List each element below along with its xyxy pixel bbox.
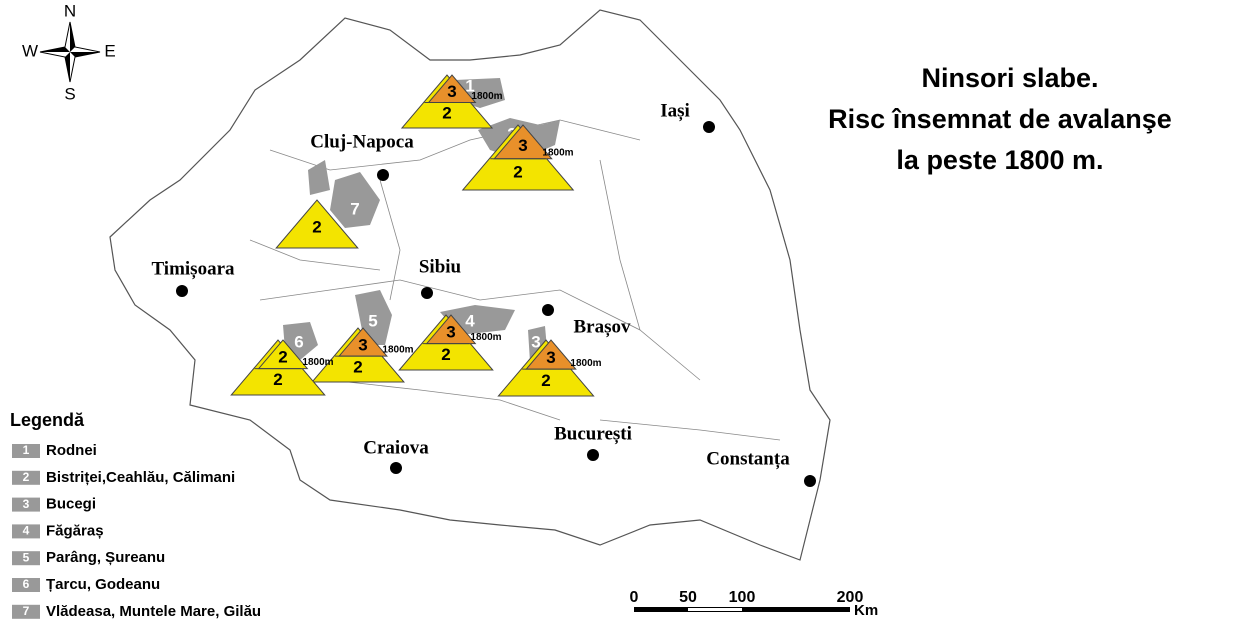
risk-upper-label: 2 — [278, 348, 287, 367]
legend-swatch — [12, 444, 40, 458]
massif-number: 1 — [465, 76, 474, 95]
city-label: Brașov — [574, 316, 632, 337]
legend-number: 7 — [23, 604, 30, 618]
altitude-label: 1800m — [470, 332, 501, 343]
legend-swatch — [12, 551, 40, 566]
compass-w: W — [22, 41, 38, 60]
city-dot — [542, 304, 554, 316]
legend-number: 5 — [23, 550, 30, 564]
legend-number: 1 — [23, 443, 30, 457]
legend-number: 2 — [23, 470, 30, 484]
risk-lower-label: 2 — [541, 371, 550, 390]
massif-number: 5 — [368, 311, 377, 330]
legend-swatch — [12, 470, 40, 485]
legend-label: Țarcu, Godeanu — [46, 576, 160, 593]
city-label: Iași — [660, 100, 690, 121]
legend-label: Făgăraș — [46, 522, 104, 539]
scale-label: 100 — [729, 589, 756, 606]
massif-number: 3 — [531, 332, 540, 351]
city-dot — [587, 449, 599, 461]
city-dot — [176, 285, 188, 297]
scale-bar-segment — [688, 608, 742, 611]
risk-lower-label: 2 — [273, 370, 282, 389]
city-dot — [703, 121, 715, 133]
city-label: Cluj-Napoca — [310, 131, 414, 152]
altitude-label: 1800m — [471, 91, 502, 102]
compass-s: S — [64, 84, 75, 103]
city-label: Constanța — [706, 448, 790, 469]
compass-e: E — [104, 41, 115, 60]
massif-number: 7 — [350, 199, 359, 218]
altitude-label: 1800m — [542, 147, 573, 158]
county-borders — [249, 119, 781, 441]
risk-upper-label: 3 — [518, 136, 527, 155]
risk-lower-label: 2 — [312, 217, 321, 236]
compass-n: N — [64, 1, 76, 20]
altitude-label: 1800m — [382, 345, 413, 356]
scale-label: 0 — [630, 589, 639, 606]
legend-swatch — [12, 578, 40, 592]
legend-title: Legendă — [10, 410, 85, 430]
title-line: Risc însemnat de avalanşe — [828, 104, 1172, 134]
scale-label: 50 — [679, 589, 697, 606]
compass-star-fill — [40, 22, 100, 82]
city-dot — [390, 462, 402, 474]
legend-number: 3 — [23, 497, 30, 511]
city-dot — [377, 169, 389, 181]
legend-label: Bucegi — [46, 496, 96, 513]
title-line: la peste 1800 m. — [896, 145, 1103, 175]
massif-number: 6 — [294, 332, 303, 351]
legend-swatch — [12, 497, 40, 512]
massif-shape — [308, 160, 380, 228]
legend-label: Parâng, Șureanu — [46, 549, 165, 566]
legend-number: 6 — [23, 577, 30, 591]
city-label: București — [554, 423, 632, 444]
risk-lower-label: 2 — [441, 345, 450, 364]
city-label: Sibiu — [419, 256, 462, 277]
title-line: Ninsori slabe. — [921, 63, 1098, 93]
risk-upper-label: 3 — [546, 348, 555, 367]
altitude-label: 1800m — [302, 357, 333, 368]
risk-lower-label: 2 — [353, 357, 362, 376]
scale-unit: Km — [854, 602, 878, 619]
legend-number: 4 — [23, 524, 30, 538]
city-label: Craiova — [363, 437, 429, 458]
legend-label: Bistriței,Ceahlău, Călimani — [46, 469, 235, 486]
scale-label: 200 — [837, 589, 864, 606]
city-dot — [804, 475, 816, 487]
risk-upper-label: 3 — [447, 82, 456, 101]
compass: N W E S — [22, 1, 116, 103]
risk-lower — [275, 199, 359, 249]
city-label: Timișoara — [151, 258, 235, 279]
legend-swatch — [12, 524, 40, 539]
country-outline — [109, 9, 831, 561]
risk-upper-label: 3 — [358, 335, 367, 354]
risk-lower-label: 2 — [442, 104, 451, 123]
legend-label: Rodnei — [46, 442, 97, 459]
massif-number: 4 — [465, 311, 475, 330]
legend-label: Vlădeasa, Muntele Mare, Gilău — [46, 603, 261, 620]
risk-lower-label: 2 — [513, 163, 522, 182]
risk-upper-label: 3 — [446, 323, 455, 342]
altitude-label: 1800m — [570, 358, 601, 369]
city-dot — [421, 287, 433, 299]
legend-swatch — [12, 604, 40, 619]
